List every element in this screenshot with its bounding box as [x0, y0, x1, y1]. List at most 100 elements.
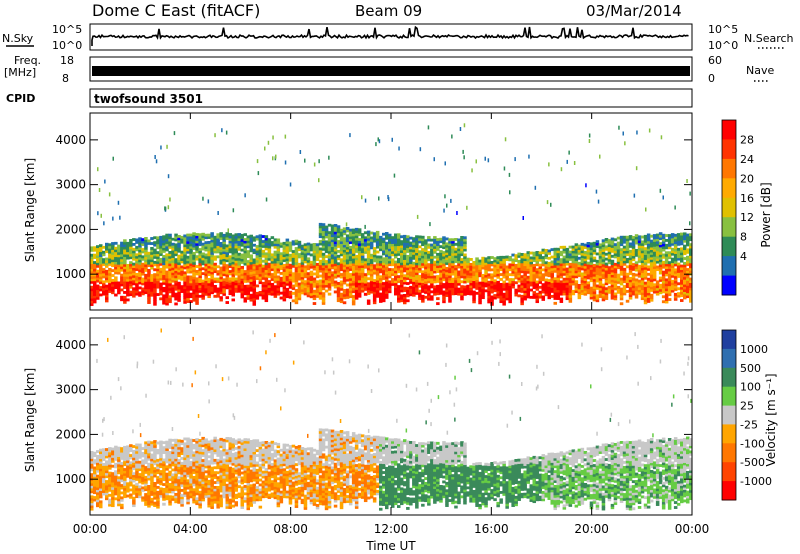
power-cell — [658, 269, 663, 273]
velocity-cell — [159, 472, 163, 476]
power-cell — [222, 238, 226, 242]
power-cell — [372, 239, 377, 243]
power-cell — [385, 283, 389, 287]
power-cell — [643, 284, 648, 288]
power-cell — [619, 297, 624, 301]
power-cell — [339, 275, 344, 279]
power-cell — [291, 277, 296, 281]
power-cell — [475, 274, 479, 278]
velocity-cell — [129, 444, 133, 448]
power-cell — [333, 285, 338, 289]
power-cell — [348, 263, 353, 267]
power-cell — [144, 254, 148, 258]
power-cell — [658, 237, 663, 241]
velocity-cell — [135, 446, 139, 449]
power-cell — [454, 287, 458, 291]
velocity-cell — [135, 443, 139, 447]
power-cell — [397, 238, 401, 242]
power-cell — [595, 262, 600, 266]
power-cell — [375, 285, 380, 288]
power-cell — [279, 244, 284, 248]
power-cell — [210, 283, 214, 287]
power-cell — [255, 269, 260, 273]
power-cell — [141, 277, 145, 281]
velocity-cell — [108, 471, 112, 475]
power-cell — [192, 242, 196, 246]
power-cell — [478, 259, 482, 263]
power-cell — [547, 249, 552, 253]
power-cell — [264, 257, 269, 261]
power-scatter-cell — [257, 171, 260, 176]
power-cell — [619, 287, 624, 291]
power-cell — [270, 283, 275, 286]
power-cell — [192, 274, 196, 278]
power-cell — [108, 268, 112, 271]
power-scatter-cell — [487, 158, 490, 163]
power-cell — [240, 248, 245, 252]
velocity-cell — [117, 483, 121, 487]
power-cell — [111, 261, 115, 265]
power-cell — [469, 292, 473, 296]
velocity-cell — [144, 471, 148, 474]
velocity-cell — [165, 482, 169, 486]
power-cell — [601, 271, 606, 275]
power-cell — [427, 270, 431, 274]
power-cell — [285, 260, 290, 264]
power-cell — [541, 278, 546, 282]
power-cell — [375, 272, 380, 276]
power-cell — [457, 275, 461, 279]
power-cell — [108, 245, 112, 249]
power-cell — [583, 253, 588, 257]
power-cell — [132, 272, 136, 276]
power-cell — [487, 258, 491, 262]
power-cell — [120, 261, 124, 265]
power-cell — [379, 285, 383, 289]
power-scatter-cell — [588, 139, 591, 143]
power-scatter-cell — [648, 128, 651, 133]
power-cell — [363, 283, 368, 286]
power-cell — [457, 255, 461, 259]
power-cell — [258, 241, 263, 245]
power-cell — [439, 289, 443, 293]
power-scatter-cell — [289, 182, 292, 187]
power-cell — [640, 294, 645, 298]
power-cell — [204, 288, 208, 291]
power-cell — [330, 251, 335, 255]
power-cell — [463, 246, 467, 249]
power-cell — [439, 279, 443, 283]
power-cell — [460, 275, 464, 279]
power-cell — [667, 253, 672, 257]
velocity-cell — [162, 465, 166, 469]
velocity-cell — [99, 490, 103, 494]
power-cell — [427, 275, 431, 279]
power-cell — [231, 271, 236, 275]
power-cell — [433, 243, 437, 247]
power-cell — [689, 253, 693, 256]
power-cell — [403, 239, 407, 243]
power-cell — [138, 286, 142, 290]
power-cell — [156, 246, 160, 250]
power-cell — [526, 285, 531, 289]
velocity-cell — [135, 473, 139, 476]
power-cell — [171, 260, 175, 263]
velocity-cell — [117, 459, 121, 462]
power-cell — [382, 294, 386, 298]
power-cell — [673, 241, 678, 245]
power-cell — [553, 284, 558, 288]
power-cell — [108, 263, 112, 266]
power-cell — [457, 263, 461, 266]
power-cell — [683, 279, 687, 283]
velocity-cell — [147, 497, 151, 501]
power-cell — [418, 262, 422, 266]
power-cell — [252, 248, 257, 252]
power-cell — [252, 273, 257, 277]
power-cell — [189, 236, 193, 239]
power-cell — [403, 296, 407, 300]
velocity-cell — [147, 504, 151, 508]
power-cell — [216, 248, 220, 251]
power-cell — [168, 283, 172, 286]
power-cell — [126, 283, 130, 287]
power-cell — [144, 281, 148, 285]
power-cell — [165, 246, 169, 249]
power-cell — [472, 300, 476, 304]
